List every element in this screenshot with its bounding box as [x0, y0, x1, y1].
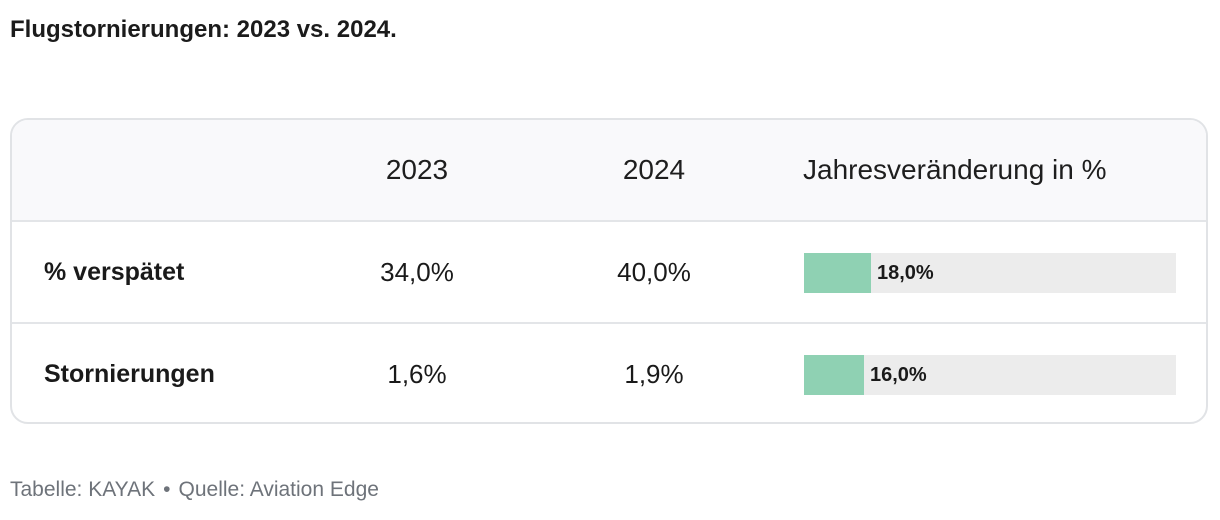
footer-source: Tabelle: KAYAK • Quelle: Aviation Edge	[10, 478, 379, 502]
footer-separator: •	[163, 478, 171, 501]
table-row: % verspätet 34,0% 40,0% 18,0%	[12, 222, 1206, 324]
value-2023: 34,0%	[380, 257, 454, 287]
page-title: Flugstornierungen: 2023 vs. 2024.	[10, 16, 397, 43]
footer-source-text: Quelle: Aviation Edge	[178, 478, 379, 501]
footer-credit: Tabelle: KAYAK	[10, 478, 156, 501]
change-bar	[804, 253, 871, 293]
row-label: % verspätet	[44, 258, 185, 286]
header-cell-2024: 2024	[622, 154, 686, 185]
change-bar-label: 16,0%	[870, 364, 927, 386]
row-label: Stornierungen	[44, 360, 215, 388]
value-2024: 1,9%	[624, 359, 684, 389]
table-row: Stornierungen 1,6% 1,9% 16,0%	[12, 324, 1206, 422]
header-cell-2023: 2023	[385, 154, 449, 185]
header-cell-change: Jahresveränderung in %	[803, 154, 1107, 185]
value-2024: 40,0%	[617, 257, 691, 287]
change-bar	[804, 355, 864, 395]
table-header-row: 2023 2024 Jahresveränderung in %	[12, 120, 1206, 222]
change-bar-track: 18,0%	[804, 253, 1176, 293]
data-table: 2023 2024 Jahresveränderung in % % versp…	[10, 118, 1208, 424]
change-bar-track: 16,0%	[804, 355, 1176, 395]
change-bar-label: 18,0%	[877, 262, 934, 284]
value-2023: 1,6%	[387, 359, 447, 389]
